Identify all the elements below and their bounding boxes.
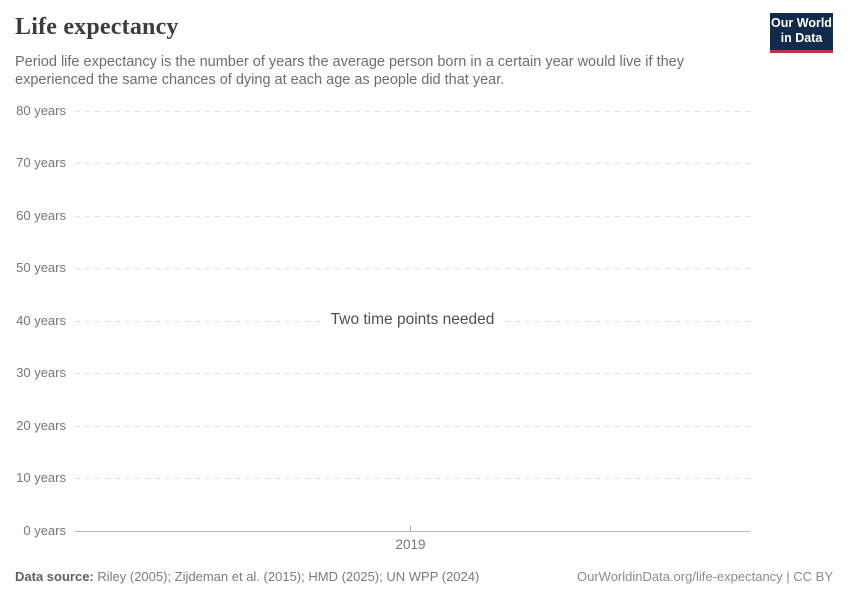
y-gridline bbox=[75, 163, 750, 165]
y-gridline bbox=[75, 373, 750, 375]
owid-logo-line1: Our World bbox=[771, 16, 832, 30]
y-axis-tick-label: 60 years bbox=[16, 207, 66, 223]
x-axis-tick-label: 2019 bbox=[395, 537, 426, 552]
y-axis-tick-label: 0 years bbox=[23, 523, 66, 538]
owid-logo[interactable]: Our World in Data bbox=[770, 13, 833, 53]
y-gridline bbox=[75, 268, 750, 270]
y-axis-tick-label: 40 years bbox=[16, 312, 66, 328]
owid-logo-line2: in Data bbox=[780, 31, 823, 45]
x-axis-line bbox=[75, 531, 750, 532]
y-axis-tick-label: 30 years bbox=[16, 365, 66, 381]
y-gridline bbox=[75, 215, 750, 217]
y-gridline bbox=[75, 425, 750, 427]
license-link[interactable]: OurWorldinData.org/life-expectancy | CC … bbox=[576, 569, 833, 584]
data-source-note: Data source: Riley (2005); Zijdeman et a… bbox=[15, 569, 479, 584]
y-gridline bbox=[75, 478, 750, 480]
empty-chart-message-text: Two time points needed bbox=[320, 309, 505, 330]
chart-title: Life expectancy bbox=[15, 14, 179, 40]
y-axis-tick-label: 70 years bbox=[16, 155, 66, 171]
y-axis-tick-label: 20 years bbox=[16, 417, 66, 433]
y-gridline bbox=[75, 110, 750, 112]
y-axis-tick-label: 80 years bbox=[16, 102, 66, 118]
empty-chart-message: Two time points needed bbox=[75, 309, 750, 330]
y-axis-tick-label: 10 years bbox=[16, 470, 66, 486]
x-axis-tick-mark bbox=[410, 526, 411, 531]
data-source-text: Riley (2005); Zijdeman et al. (2015); HM… bbox=[93, 569, 480, 584]
y-axis-tick-label: 50 years bbox=[16, 260, 66, 276]
chart-subtitle: Period life expectancy is the number of … bbox=[15, 54, 684, 88]
data-source-label: Data source: bbox=[15, 569, 94, 584]
